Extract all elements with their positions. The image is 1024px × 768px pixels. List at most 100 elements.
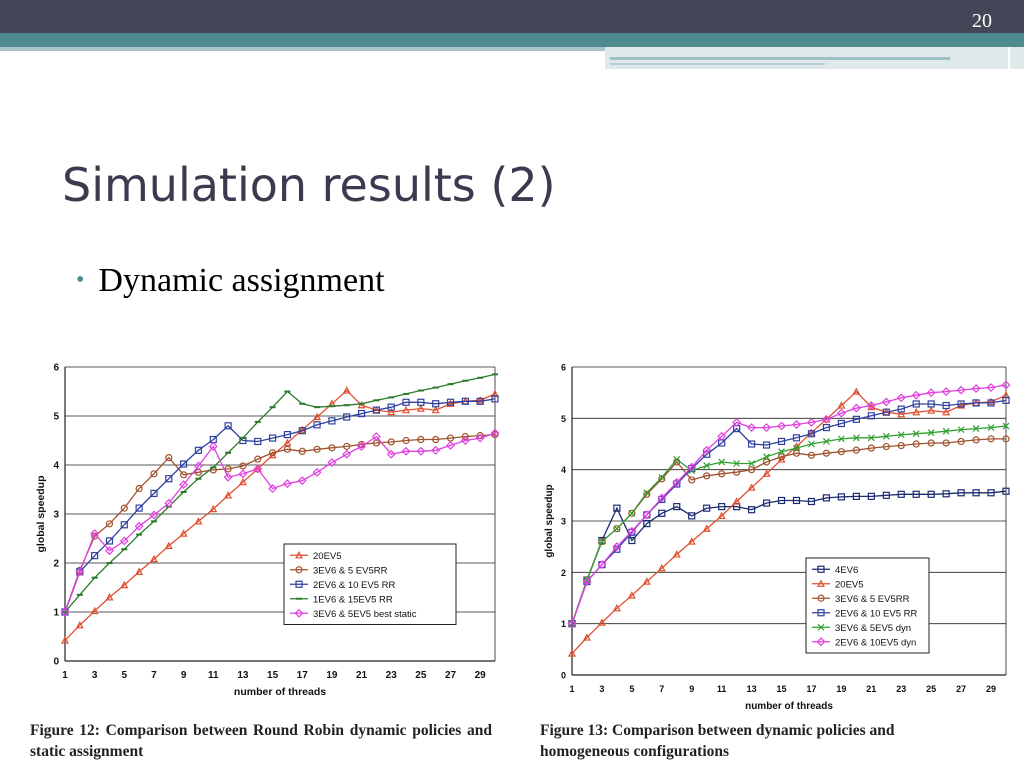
- data-point: [283, 438, 292, 447]
- data-point: [837, 401, 846, 409]
- data-point: [747, 506, 756, 514]
- data-point: [254, 437, 262, 446]
- data-point: [912, 430, 920, 438]
- y-tick-label: 5: [561, 414, 566, 424]
- accent-line: [610, 63, 825, 65]
- data-point: [822, 438, 830, 445]
- data-point: [718, 470, 726, 478]
- data-point: [777, 453, 786, 461]
- data-point: [1002, 396, 1010, 404]
- data-point: [642, 577, 651, 585]
- legend-label: 2EV6 & 10 EV5 RR: [313, 580, 396, 591]
- legend-label: 3EV6 & 5EV5 dyn: [835, 623, 911, 634]
- data-point: [446, 399, 455, 407]
- data-point: [567, 619, 577, 629]
- series-line: [571, 425, 1007, 624]
- data-point: [432, 435, 440, 444]
- data-point: [372, 406, 380, 414]
- data-point: [179, 529, 188, 537]
- legend-marker: [295, 580, 303, 588]
- y-tick-label: 1: [53, 608, 59, 619]
- x-tick-label: 11: [208, 670, 219, 681]
- data-point: [209, 504, 218, 513]
- data-point: [417, 435, 425, 444]
- data-point: [476, 397, 484, 405]
- data-point: [164, 498, 174, 508]
- data-point: [149, 510, 159, 520]
- data-point: [490, 389, 500, 398]
- data-point: [313, 412, 322, 421]
- data-point: [777, 496, 786, 505]
- data-point: [702, 524, 711, 532]
- data-point: [927, 429, 935, 437]
- data-point: [897, 490, 905, 498]
- series-line: [571, 438, 1006, 624]
- data-point: [821, 414, 831, 424]
- data-point: [343, 413, 351, 421]
- data-point: [897, 409, 906, 418]
- data-point: [612, 604, 621, 612]
- data-point: [687, 537, 696, 545]
- legend-marker: [294, 608, 304, 618]
- data-point: [60, 607, 70, 617]
- x-tick-label: 7: [659, 684, 664, 694]
- data-point: [851, 403, 861, 413]
- data-point: [597, 560, 607, 570]
- data-point: [867, 434, 875, 442]
- data-point: [942, 490, 950, 498]
- data-point: [867, 444, 875, 452]
- accent-divider: [1008, 47, 1010, 69]
- data-point: [896, 393, 906, 403]
- x-tick-label: 25: [926, 684, 936, 694]
- data-point: [717, 511, 726, 520]
- data-point: [657, 493, 667, 503]
- data-point: [912, 407, 921, 416]
- data-point: [911, 390, 921, 400]
- data-point: [643, 519, 651, 528]
- data-point: [357, 441, 367, 451]
- data-point: [777, 437, 786, 446]
- data-point: [628, 509, 636, 517]
- data-point: [282, 479, 292, 489]
- data-point: [208, 441, 218, 451]
- data-point: [150, 489, 158, 498]
- figure-caption: Figure 13: Comparison between dynamic po…: [540, 722, 895, 760]
- data-point: [224, 465, 232, 473]
- data-point: [490, 428, 500, 438]
- data-point: [417, 398, 425, 406]
- x-tick-label: 9: [689, 684, 694, 694]
- data-point: [732, 497, 741, 505]
- data-point: [90, 606, 99, 615]
- data-point: [343, 442, 351, 450]
- data-point: [298, 427, 306, 435]
- x-axis-label: number of threads: [234, 686, 326, 698]
- data-point: [793, 444, 800, 452]
- data-point: [867, 412, 875, 420]
- series-2ev6-10-ev5-rr: [61, 395, 499, 616]
- data-point: [135, 567, 144, 575]
- data-point: [658, 473, 666, 481]
- data-point: [957, 426, 965, 434]
- data-point: [150, 470, 158, 478]
- legend-box: [805, 557, 930, 654]
- data-point: [912, 400, 920, 408]
- data-point: [718, 458, 726, 466]
- data-point: [612, 542, 622, 552]
- data-point: [941, 387, 951, 397]
- data-point: [957, 437, 965, 446]
- data-point: [777, 421, 786, 431]
- x-tick-label: 15: [777, 684, 787, 694]
- data-point: [733, 460, 741, 467]
- data-point: [105, 546, 114, 556]
- data-point: [732, 417, 742, 427]
- data-point: [342, 386, 351, 394]
- data-point: [312, 467, 322, 477]
- series-1ev6-15ev5-rr: [62, 373, 498, 613]
- data-point: [866, 401, 876, 410]
- data-point: [254, 455, 262, 463]
- x-tick-label: 1: [62, 670, 68, 681]
- data-point: [313, 445, 321, 453]
- y-tick-label: 2: [561, 568, 566, 578]
- data-point: [238, 469, 248, 479]
- data-point: [476, 396, 485, 404]
